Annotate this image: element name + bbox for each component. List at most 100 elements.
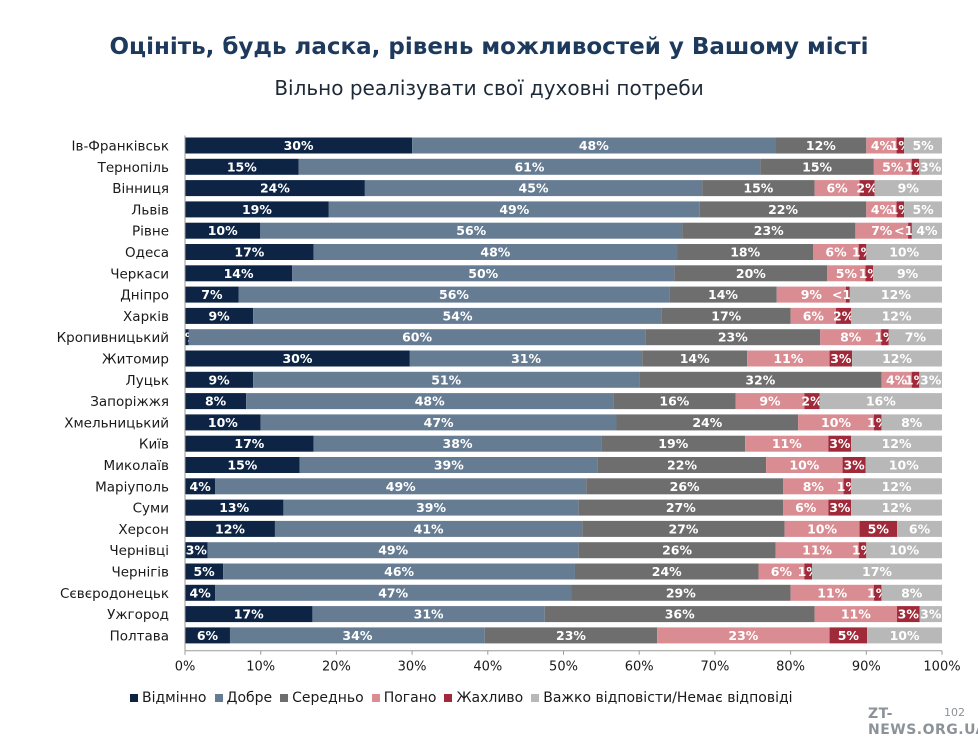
bar-segment <box>865 265 874 282</box>
data-label: 8% <box>803 479 825 494</box>
bar-segment <box>783 499 829 516</box>
data-label: 18% <box>730 245 760 260</box>
data-label: 9% <box>801 287 823 302</box>
bar-segment <box>299 457 598 473</box>
legend-swatch <box>444 694 453 702</box>
data-label: 6% <box>803 308 825 323</box>
bar-segment <box>849 286 942 303</box>
data-label: 6% <box>795 500 817 515</box>
data-label: 2% <box>801 394 823 409</box>
bar-segment <box>185 158 299 175</box>
bar-segment <box>820 329 882 346</box>
data-label: 24% <box>260 181 290 196</box>
data-label: 6% <box>826 181 848 196</box>
bar-segment <box>867 627 942 644</box>
bar-segment <box>185 520 275 537</box>
bar-segment <box>804 563 813 580</box>
bar-segment <box>881 329 889 346</box>
bar-segment <box>412 137 776 154</box>
data-label: 31% <box>511 351 541 366</box>
bar-segment <box>859 180 875 197</box>
category-label: Полтава <box>110 628 169 644</box>
data-label: 34% <box>342 628 372 643</box>
data-label: 9% <box>759 394 781 409</box>
bar-segment <box>207 542 579 559</box>
data-label: 9% <box>208 372 230 387</box>
bar-segment <box>185 414 261 431</box>
bar-segment <box>601 435 746 452</box>
data-label: 11% <box>817 585 847 600</box>
data-label: 12% <box>806 138 836 153</box>
bar-segment <box>881 414 942 431</box>
bar-segment <box>812 563 942 580</box>
data-label: 38% <box>443 436 473 451</box>
data-label: 23% <box>556 628 586 643</box>
data-label: 10% <box>208 415 238 430</box>
legend-item: Важко відповісти/Немає відповіді <box>531 690 793 706</box>
bar-segment <box>313 244 678 260</box>
data-label: 49% <box>378 543 408 558</box>
data-label: 22% <box>667 458 697 473</box>
data-label: 14% <box>708 287 738 302</box>
bar-segment <box>866 244 942 260</box>
bar-segment <box>657 627 830 644</box>
data-label: 10% <box>789 458 819 473</box>
data-label: 4% <box>916 223 938 238</box>
data-label: 17% <box>234 436 264 451</box>
bar-segment <box>827 265 866 282</box>
data-label: 10% <box>821 415 851 430</box>
data-label: 4% <box>190 585 212 600</box>
bar-segment <box>229 627 485 644</box>
legend-label: Погано <box>383 690 437 706</box>
data-label: 2% <box>856 181 878 196</box>
data-label: 4% <box>871 202 893 217</box>
data-label: 4% <box>190 479 212 494</box>
data-label: 48% <box>480 245 510 260</box>
data-label: 23% <box>728 628 758 643</box>
data-label: 32% <box>745 372 775 387</box>
bar-segment <box>775 542 859 559</box>
bar-segment <box>699 201 867 218</box>
bar-segment <box>185 371 254 388</box>
legend-swatch <box>130 694 138 702</box>
data-label: 8% <box>205 394 227 409</box>
data-label: 5% <box>882 159 904 174</box>
bar-segment <box>866 542 942 559</box>
bar-segment <box>851 307 942 324</box>
legend-swatch <box>280 694 289 702</box>
data-label: 3% <box>920 607 942 622</box>
bar-segment <box>238 286 670 303</box>
bar-segment <box>185 457 300 473</box>
bar-segment <box>790 307 837 324</box>
bar-segment <box>578 499 784 516</box>
data-label: 3% <box>898 607 920 622</box>
data-label: 10% <box>889 245 919 260</box>
category-label: Черкаси <box>110 266 169 282</box>
bar-segment <box>908 222 912 239</box>
bar-segment <box>639 371 882 388</box>
data-label: 12% <box>882 436 912 451</box>
legend-label: Жахливо <box>456 690 524 706</box>
bar-segment <box>888 329 942 346</box>
bar-segment <box>813 244 859 260</box>
data-label: 22% <box>768 202 798 217</box>
data-label: 27% <box>668 521 698 536</box>
bar-segment <box>597 457 767 473</box>
bar-segment <box>776 286 846 303</box>
bar-segment <box>616 414 799 431</box>
bar-segment <box>873 414 882 431</box>
bar-segment <box>642 350 748 367</box>
data-label: 20% <box>736 266 766 281</box>
category-label: Суми <box>133 501 169 517</box>
category-label: Чернівці <box>109 543 169 559</box>
bar-segment <box>185 222 261 239</box>
data-label: 10% <box>889 458 919 473</box>
bar-segment <box>661 307 791 324</box>
bar-segment <box>784 520 860 537</box>
bar-segment <box>760 158 874 175</box>
data-label: 3% <box>920 372 942 387</box>
bar-segment <box>911 222 942 239</box>
data-label: 7% <box>905 330 927 345</box>
data-label: 49% <box>499 202 529 217</box>
data-label: 12% <box>882 351 912 366</box>
